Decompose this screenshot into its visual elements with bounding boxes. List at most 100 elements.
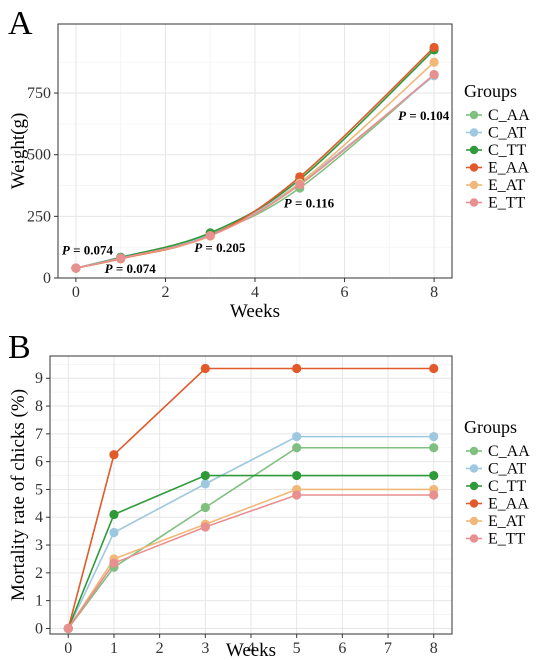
panel-b-data-point-e-aa [109,450,119,460]
panel-a-data-point-e-tt [205,230,215,241]
panel-a-y-tick-label: 250 [27,208,51,225]
panel-a-p-symbol: P [398,108,407,123]
panel-b: B 0 1 2 3 4 5 6 7 8 0 1 2 3 4 5 6 7 8 9 Weeks Mortality ra… [8,329,530,660]
panel-a-data-point-e-aa [429,42,439,53]
panel-b-y-tick-label: 9 [35,370,43,387]
panel-b-x-tick-label: 5 [293,640,301,657]
panel-b-legend-key-marker-c-tt [469,481,479,491]
panel-a-data-point-e-tt [295,180,305,190]
panel-a-p-value: = 0.074 [113,261,157,276]
panel-b-x-tick-label: 2 [156,640,164,657]
panel-a-legend-label-c-at: C_AT [488,125,526,142]
panel-b-y-tick-label: 0 [35,620,43,637]
panel-b-data-point-c-aa [292,443,302,453]
panel-b-data-point-e-tt [200,522,210,532]
panel-a-p-value: = 0.104 [406,108,450,123]
panel-a-data-point-e-tt [71,263,81,273]
panel-a-legend-key-marker-c-aa [469,110,479,120]
panel-a-x-axis-title: Weeks [230,301,280,322]
panel-a-p-symbol: P [194,240,203,255]
panel-a-data-point-e-tt [429,69,439,80]
panel-a-legend: Groups C_AAC_ATC_TTE_AAE_ATE_TT [464,81,530,212]
panel-b-legend-key-marker-c-aa [469,446,479,456]
panel-a-p-value-annotation: P = 0.074 [105,261,157,276]
panel-b-y-tick-label: 7 [35,426,43,443]
panel-b-data-point-c-at [429,432,439,442]
panel-b-x-tick-label: 7 [384,640,392,657]
panel-a-legend-key-marker-e-tt [469,198,479,207]
panel-a-data-point-e-at [429,57,439,67]
panel-b-data-point-c-tt [109,509,119,520]
panel-a-p-symbol: P [62,243,71,258]
panel-a-p-value: = 0.116 [292,196,335,211]
panel-a-y-tick-label: 0 [43,270,51,287]
panel-a-x-tick-label: 2 [161,284,169,301]
panel-a-legend-key-marker-e-aa [469,163,479,172]
panel-b-legend-key-marker-e-aa [469,499,479,508]
panel-b-legend-label-e-aa: E_AA [488,496,529,513]
panel-a-legend-label-c-tt: C_TT [488,142,526,159]
panel-a-legend-label-c-aa: C_AA [488,107,530,124]
panel-b-data-point-e-tt [292,490,302,500]
panel-a-p-value-annotation: P = 0.104 [398,108,450,123]
panel-a-p-symbol: P [105,261,114,276]
panel-a-p-value: = 0.074 [70,243,114,258]
panel-b-legend-label-c-tt: C_TT [488,478,526,495]
panel-b-legend: Groups C_AAC_ATC_TTE_AAE_ATE_TT [464,417,530,548]
panel-b-data-point-c-aa [200,502,210,513]
panel-b-data-point-e-tt [109,558,119,568]
panel-a-legend-key-marker-c-tt [469,145,479,155]
panel-b-data-point-c-at [200,479,210,489]
panel-b-y-tick-label: 1 [35,593,43,610]
panel-a-legend-key-marker-c-at [469,128,479,137]
panel-b-data-point-e-tt [63,623,73,634]
panel-a-p-value-annotation: P = 0.205 [194,240,246,255]
panel-b-legend-label-c-at: C_AT [488,461,526,478]
panel-a-x-tick-label: 6 [341,284,349,301]
panel-a-p-value-annotation: P = 0.074 [62,243,114,258]
panel-b-data-point-e-aa [292,363,302,374]
panel-a-legend-label-e-tt: E_TT [488,195,526,212]
panel-a-x-tick-label: 8 [430,284,438,301]
panel-b-x-axis-title: Weeks [226,640,276,660]
panel-b-data-point-c-at [109,527,119,538]
panel-a-x-tick-label: 4 [251,284,259,301]
panel-a-p-symbol: P [284,196,293,211]
panel-b-x-tick-label: 6 [338,640,346,657]
panel-a-legend-label-e-aa: E_AA [488,160,529,177]
panel-b-legend-key-marker-e-tt [469,534,479,543]
panel-b-x-tick-label: 8 [430,640,438,657]
panel-a-legend-key-marker-e-at [469,180,479,190]
panel-a-p-value-annotation: P = 0.116 [284,196,335,211]
panel-b-data-point-c-tt [200,470,210,481]
panel-b-legend-title: Groups [464,417,517,437]
panel-b-y-tick-label: 3 [35,537,43,554]
panel-b-x-tick-label: 1 [110,640,118,657]
panel-b-legend-label-e-at: E_AT [488,513,526,530]
panel-a-p-value: = 0.205 [202,240,246,255]
panel-a-y-tick-label: 750 [27,85,51,102]
panel-b-y-tick-label: 6 [35,454,43,471]
panel-b-data-point-c-aa [429,443,439,453]
panel-b-x-tick-label: 0 [64,640,72,657]
panel-a-legend-label-e-at: E_AT [488,177,526,194]
panel-a-letter: A [8,5,33,42]
panel-b-y-tick-label: 5 [35,481,43,498]
panel-b-x-tick-label: 3 [201,640,209,657]
panel-b-y-tick-label: 8 [35,398,43,415]
panel-b-legend-label-c-aa: C_AA [488,443,530,460]
panel-b-x-tick-label: 4 [247,640,255,657]
panel-a-data-point-e-tt [116,253,126,263]
panel-b-y-tick-label: 2 [35,565,43,582]
panel-b-data-point-c-tt [429,470,439,481]
panel-b-y-axis-title: Mortality rate of chicks (%) [8,389,29,601]
panel-a-y-axis-title: Weight(g) [8,113,29,190]
panel-b-letter: B [8,329,31,366]
panel-a-legend-title: Groups [464,81,517,101]
panel-b-data-point-e-tt [429,490,439,500]
panel-b-legend-label-e-tt: E_TT [488,531,526,548]
panel-b-y-tick-label: 4 [35,509,43,526]
panel-b-legend-key-marker-e-at [469,516,479,526]
